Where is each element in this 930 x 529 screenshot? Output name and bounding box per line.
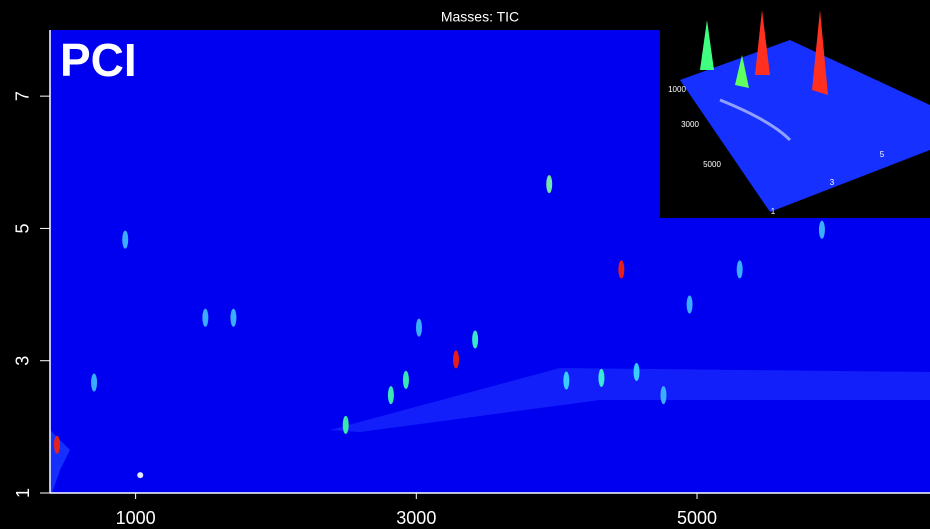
inset: 1000 3000 5000 1 3 5	[660, 8, 930, 218]
y-tick-label: 7	[13, 91, 33, 101]
inset-label: 3000	[681, 120, 699, 129]
peak	[563, 371, 570, 390]
inset-peak	[755, 10, 770, 75]
x-tick-label: 3000	[396, 508, 436, 528]
peak	[686, 295, 693, 314]
inset-peak	[812, 10, 828, 95]
inset-peak	[700, 20, 714, 70]
peak	[415, 318, 422, 337]
peak	[660, 386, 667, 405]
peak	[91, 373, 98, 392]
inset-label: 5000	[703, 160, 721, 169]
chart-title: Masses: TIC	[441, 9, 519, 25]
peak	[736, 260, 743, 279]
peak	[818, 220, 825, 239]
inset-peak	[735, 55, 749, 88]
inset-label: 3	[830, 178, 835, 187]
peak	[137, 472, 144, 479]
peak	[54, 435, 61, 454]
peak	[618, 260, 625, 279]
x-tick-label: 5000	[677, 508, 717, 528]
x-tick-label: 1000	[116, 508, 156, 528]
peak	[472, 330, 479, 349]
inset-label: 5	[880, 150, 885, 159]
y-tick-label: 3	[13, 356, 33, 366]
y-tick-label: 5	[13, 223, 33, 233]
y-tick-label: 1	[13, 488, 33, 498]
streak-band	[330, 368, 930, 432]
peak	[122, 230, 129, 249]
inset-ridge	[719, 98, 792, 142]
peak	[230, 308, 237, 327]
peak	[342, 415, 349, 434]
inset-label: 1	[771, 207, 776, 216]
peak	[546, 175, 553, 194]
peak	[402, 370, 409, 389]
peak	[598, 368, 605, 387]
peak	[202, 308, 209, 327]
inset-label: 1000	[668, 85, 686, 94]
peak	[453, 350, 460, 369]
peak	[387, 386, 394, 405]
peak	[633, 362, 640, 381]
annotation: PCI	[60, 34, 137, 86]
